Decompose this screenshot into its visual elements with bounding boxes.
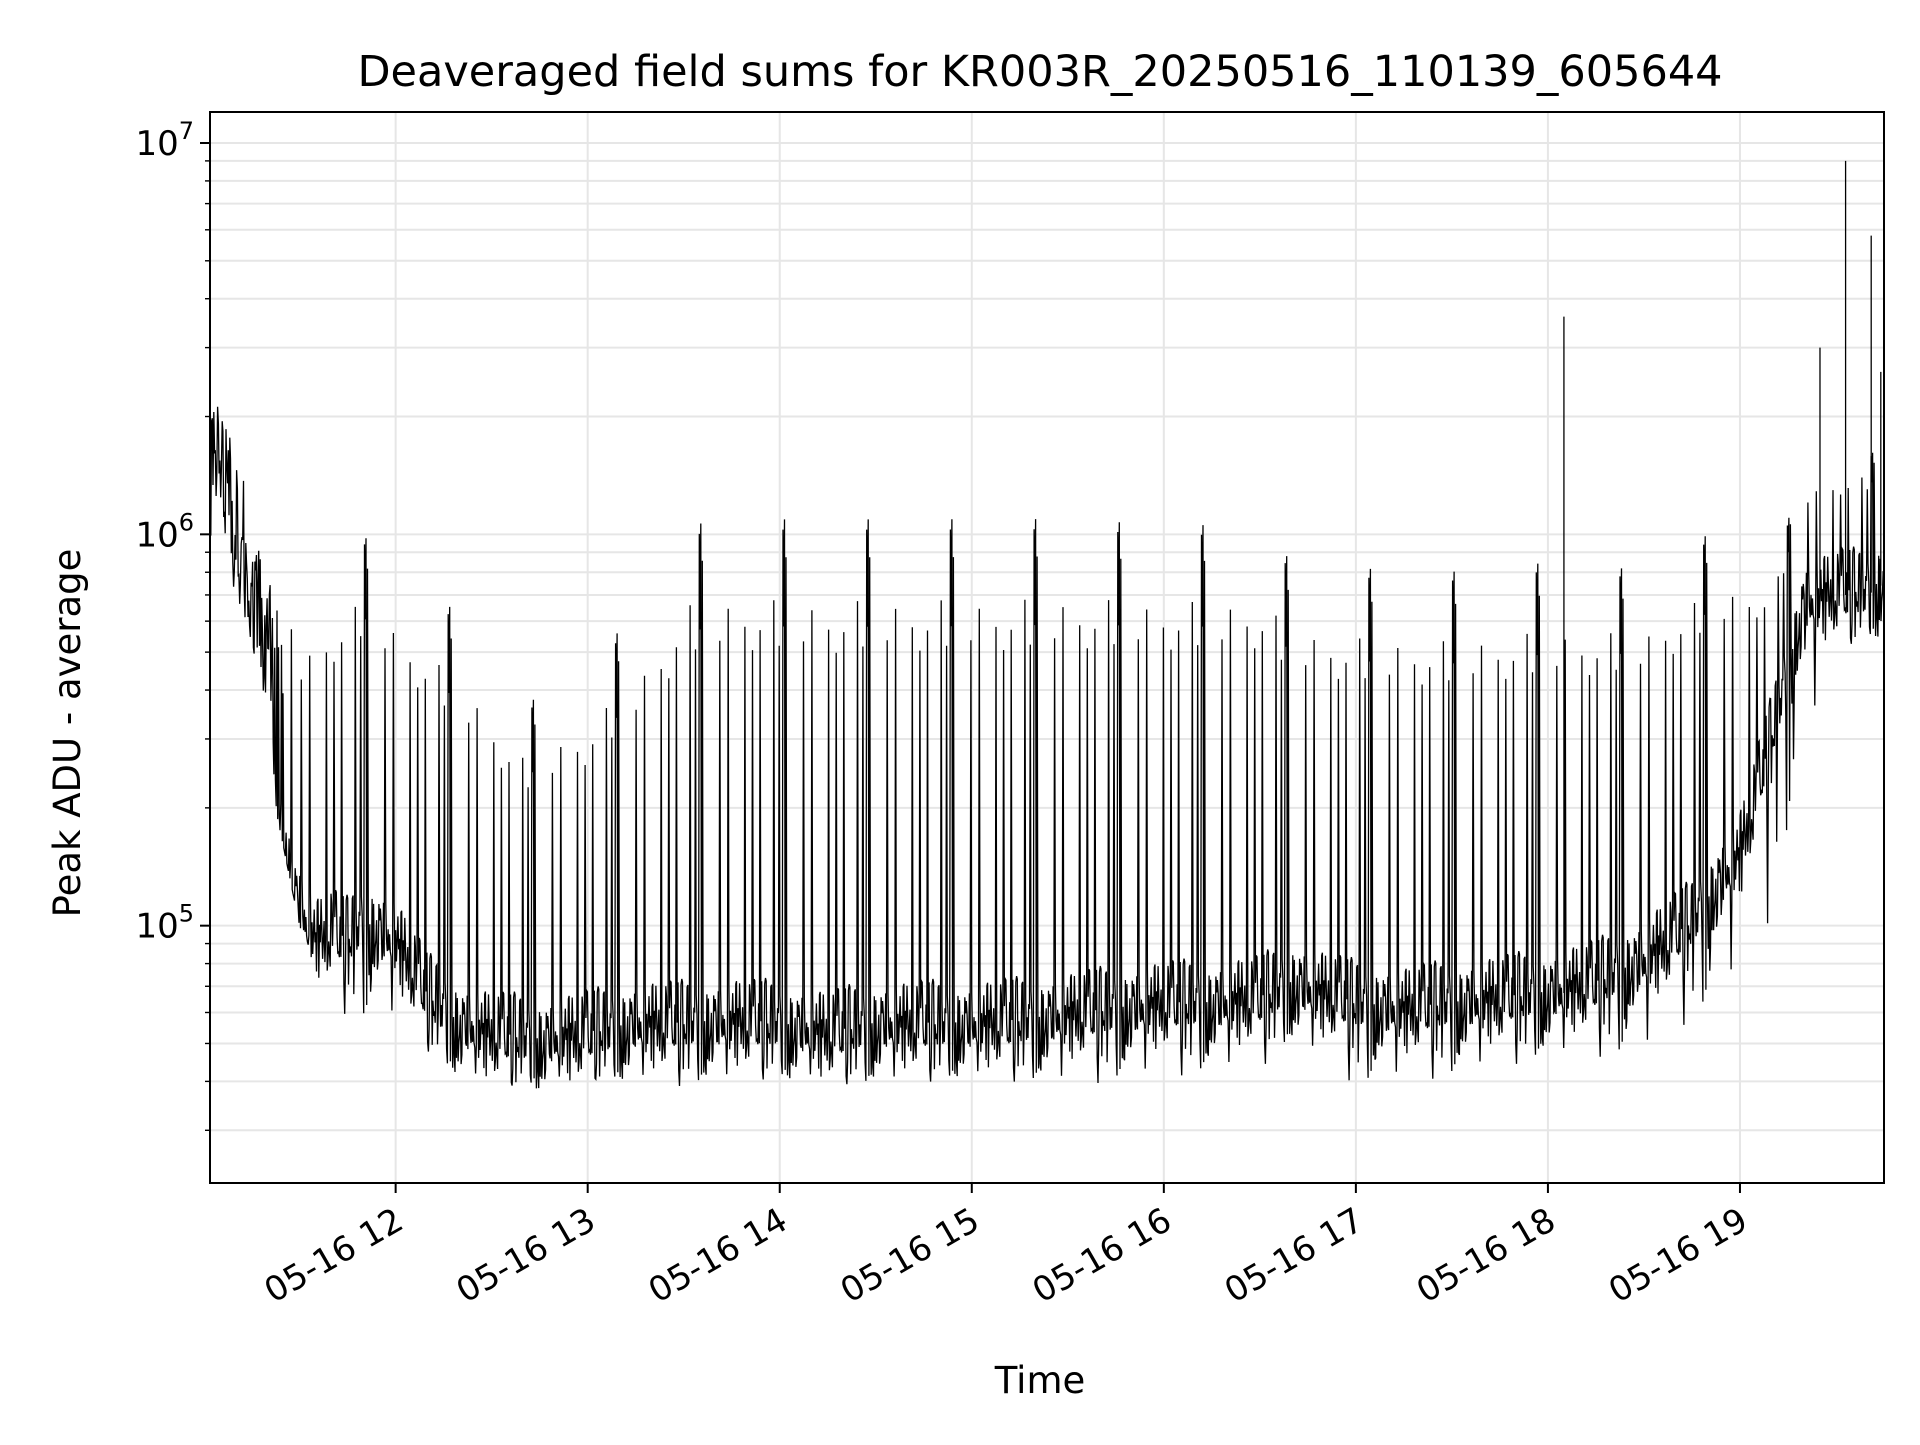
y-tick-label: 107 [135,117,194,164]
grid-layer [210,112,1884,1183]
y-axis-label: Peak ADU - average [46,549,89,918]
y-tick-label: 105 [135,900,194,947]
data-layer [209,160,1885,1089]
chart-title: Deaveraged field sums for KR003R_2025051… [357,47,1722,97]
plot-frame [209,111,1885,1184]
y-tick-label: 106 [135,508,194,555]
x-axis-label: Time [994,1359,1086,1402]
series-line [209,406,1885,1089]
